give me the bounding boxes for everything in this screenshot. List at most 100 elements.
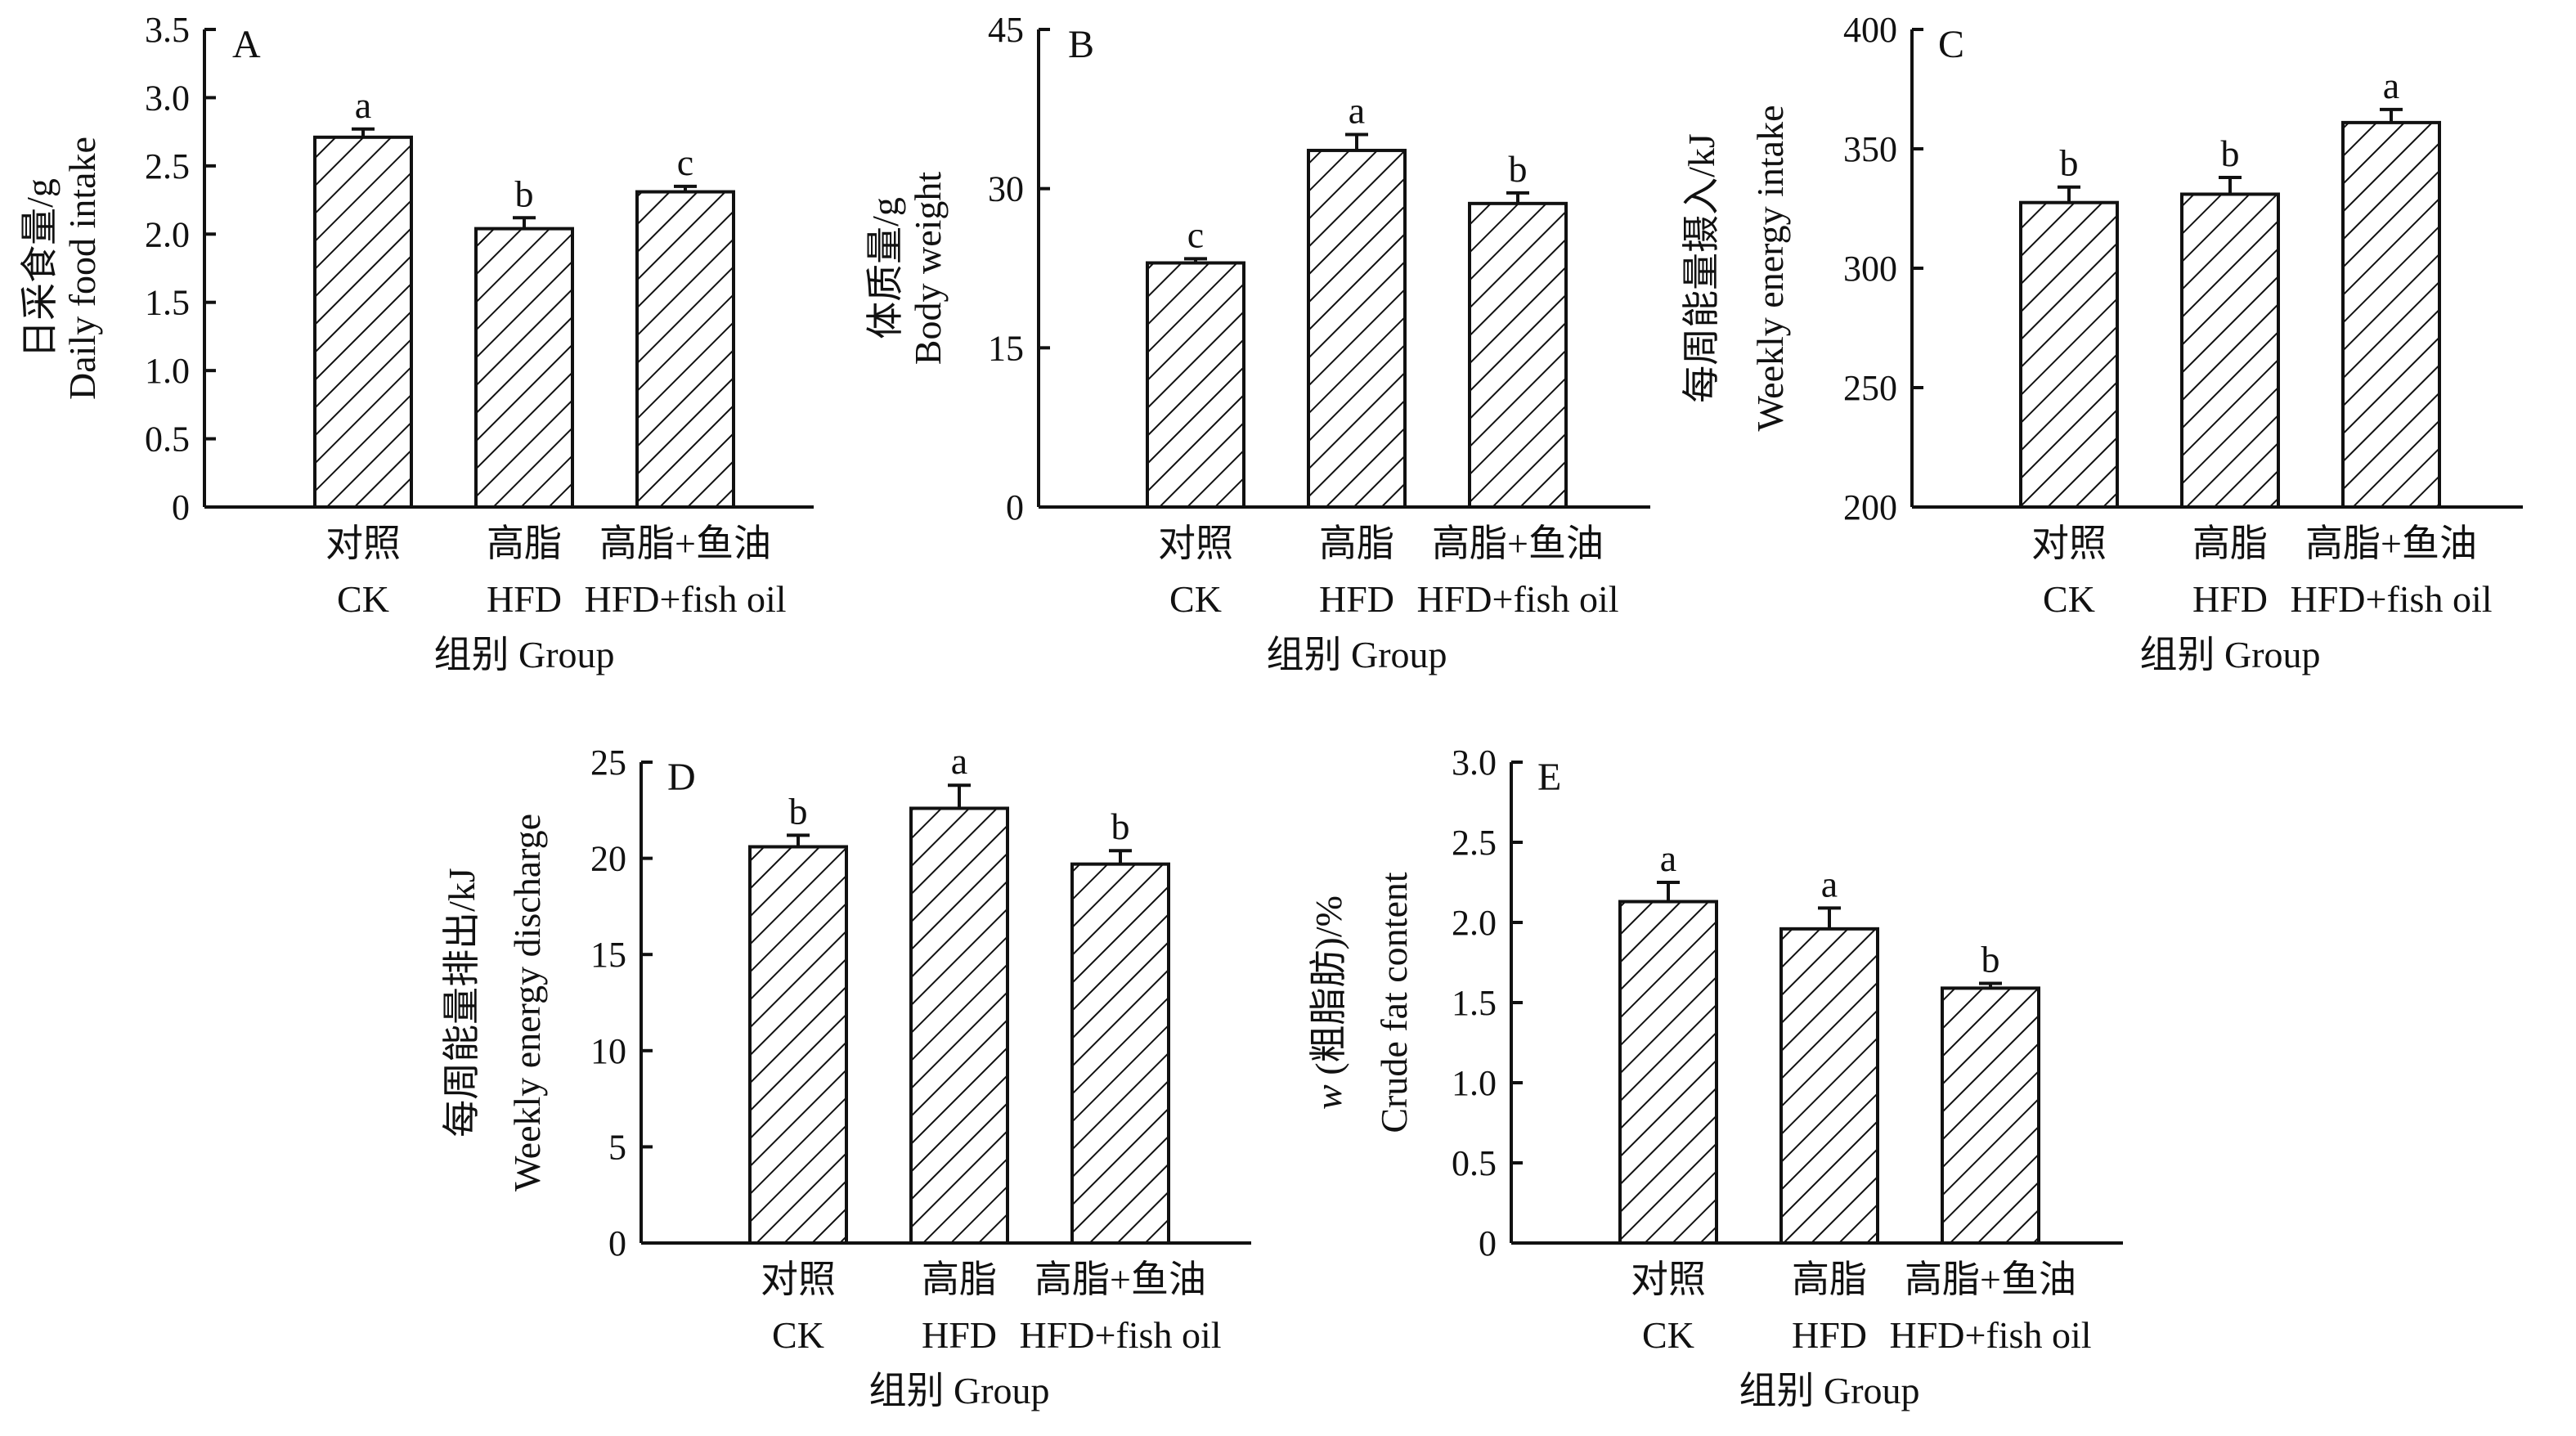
category-label-en: CK — [772, 1314, 824, 1356]
category-label-en: CK — [337, 578, 389, 620]
error-bar-3 — [1979, 981, 2002, 989]
category-label-cn: 高脂 — [2192, 523, 2268, 564]
category-label-en: HFD+fish oil — [1416, 578, 1618, 620]
x-axis-title: 组别 Group — [1739, 1370, 1919, 1411]
y-tick-label: 2.5 — [145, 146, 190, 186]
error-bar-3 — [2380, 107, 2403, 123]
panel-letter: E — [1537, 756, 1561, 799]
category-label-en: HFD — [1319, 578, 1394, 620]
y-axis-title-cn-rest: (粗脂肪)/% — [1308, 895, 1349, 1084]
y-tick-label: 10 — [590, 1031, 626, 1071]
category-label-cn: 高脂+鱼油 — [599, 523, 771, 564]
chart-panel-d: 0 5 10 15 20 25 b a b 对照 CK 高脂 HFD 高脂+鱼油 HFD+fish oil 组… — [441, 740, 1251, 1411]
category-label-cn: 高脂 — [1319, 523, 1394, 564]
error-bar-2 — [1818, 906, 1841, 929]
y-tick-label: 15 — [590, 935, 626, 975]
error-bar-2 — [2219, 176, 2242, 195]
error-bar-1 — [1657, 881, 1680, 902]
panel-letter: B — [1068, 23, 1094, 66]
y-tick-label: 0 — [1006, 487, 1024, 527]
category-label-cn: 对照 — [1631, 1259, 1706, 1300]
category-label-cn: 高脂+鱼油 — [1432, 523, 1604, 564]
bar-3 — [635, 190, 735, 509]
error-bar-1 — [2058, 185, 2080, 203]
significance-letter-2: b — [2221, 132, 2240, 174]
significance-letter-1: b — [789, 790, 808, 832]
y-tick-label: 20 — [590, 839, 626, 879]
y-tick-label: 0 — [172, 487, 190, 527]
y-tick-label: 3.0 — [145, 78, 190, 118]
y-axis-title-cn: 日采食量/g — [19, 178, 61, 358]
y-axis-title-en: Weekly energy discharge — [506, 814, 548, 1191]
significance-letter-2: a — [1821, 863, 1838, 904]
y-tick-label: 1.0 — [1452, 1063, 1497, 1103]
y-axis-title-var: w — [1308, 1084, 1349, 1110]
significance-letter-1: b — [2060, 142, 2079, 184]
category-label-en: HFD+fish oil — [2290, 578, 2492, 620]
significance-letter-3: b — [1111, 806, 1130, 847]
category-label-cn: 对照 — [1158, 523, 1233, 564]
category-label-en: CK — [1169, 578, 1222, 620]
y-axis-title-cn: w (粗脂肪)/% — [1308, 895, 1349, 1110]
chart-panel-b: 0 15 30 45 c a b 对照 CK 高脂 HFD 高脂+鱼油 HFD+fish oil 组别 G… — [864, 10, 1650, 675]
category-label-en: HFD+fish oil — [584, 578, 786, 620]
bar-2 — [1307, 148, 1407, 509]
error-bar-2 — [1345, 132, 1368, 150]
significance-letter-3: a — [2383, 65, 2399, 106]
y-tick-label: 300 — [1843, 249, 1897, 289]
y-axis-title-cn: 每周能量排出/kJ — [441, 868, 482, 1138]
bar-2 — [909, 806, 1009, 1245]
category-label-cn: 高脂 — [487, 523, 562, 564]
category-label-cn: 高脂+鱼油 — [1034, 1259, 1206, 1300]
panel-letter: C — [1938, 23, 1964, 66]
panel-letter: D — [667, 756, 696, 799]
error-bar-1 — [787, 833, 810, 847]
y-tick-label: 5 — [608, 1127, 626, 1167]
y-tick-label: 3.0 — [1452, 743, 1497, 783]
significance-letter-2: b — [515, 173, 534, 214]
y-tick-label: 2.0 — [145, 214, 190, 254]
y-tick-label: 0 — [608, 1223, 626, 1263]
y-tick-label: 250 — [1843, 368, 1897, 408]
bar-1 — [748, 845, 848, 1245]
y-axis-title-cn: 每周能量摄入/kJ — [1681, 133, 1722, 403]
bar-2 — [1779, 927, 1879, 1245]
chart-panel-e: 0 0.5 1.0 1.5 2.0 2.5 3.0 a a b 对照 CK 高脂 HFD 高脂+鱼油 HFD+… — [1308, 743, 2123, 1411]
significance-letter-1: a — [355, 84, 371, 126]
y-tick-label: 0 — [1479, 1223, 1497, 1263]
error-bar-2 — [948, 783, 971, 809]
significance-letter-1: a — [1660, 837, 1676, 879]
error-bar-1 — [352, 127, 375, 137]
y-tick-label: 1.5 — [1452, 983, 1497, 1023]
y-tick-label: 0.5 — [145, 420, 190, 460]
bar-1 — [1618, 900, 1718, 1245]
bar-3 — [2341, 120, 2441, 509]
significance-letter-3: b — [1981, 938, 2000, 980]
significance-letter-3: c — [677, 141, 693, 183]
y-tick-label: 350 — [1843, 129, 1897, 169]
x-axis-title: 组别 Group — [2139, 634, 2320, 675]
y-tick-label: 200 — [1843, 487, 1897, 527]
bar-1 — [2019, 200, 2119, 509]
chart-panel-c: 200 250 300 350 400 b b a 对照 CK 高脂 HFD 高脂+鱼油 HFD+fish… — [1681, 10, 2523, 675]
y-tick-label: 2.0 — [1452, 903, 1497, 943]
error-bar-3 — [1506, 191, 1529, 204]
category-label-cn: 对照 — [325, 523, 401, 564]
category-label-cn: 高脂 — [922, 1259, 997, 1300]
category-label-cn: 对照 — [761, 1259, 836, 1300]
bar-3 — [1070, 862, 1170, 1245]
y-tick-label: 15 — [988, 328, 1024, 368]
significance-letter-3: b — [1509, 148, 1528, 190]
y-axis-title-en: Crude fat content — [1373, 872, 1415, 1133]
bar-1 — [1146, 261, 1245, 509]
category-label-cn: 高脂 — [1792, 1259, 1867, 1300]
category-label-cn: 对照 — [2031, 523, 2107, 564]
bar-3 — [1941, 986, 2040, 1245]
y-tick-label: 45 — [988, 10, 1024, 50]
x-axis-title: 组别 Group — [433, 634, 614, 675]
category-label-en: HFD+fish oil — [1889, 1314, 2091, 1356]
x-axis-title: 组别 Group — [1266, 634, 1447, 675]
y-tick-label: 2.5 — [1452, 823, 1497, 863]
bar-2 — [2180, 192, 2280, 509]
